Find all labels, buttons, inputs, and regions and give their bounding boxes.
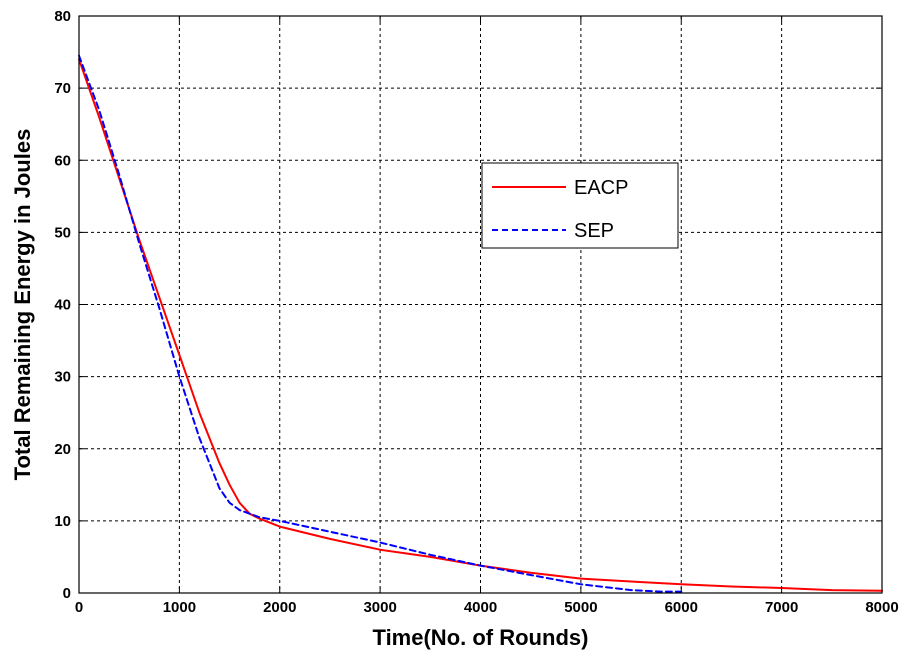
- y-tick-label: 10: [54, 513, 71, 530]
- series-layer: [78, 54, 883, 593]
- y-tick-label: 60: [54, 152, 71, 169]
- y-tick-label: 80: [54, 8, 71, 25]
- x-tick-label: 6000: [665, 599, 698, 616]
- y-tick-label: 70: [54, 80, 71, 97]
- x-axis-label: Time(No. of Rounds): [373, 625, 589, 650]
- tick-marks: [78, 15, 883, 594]
- x-tick-label: 5000: [564, 599, 597, 616]
- x-tick-label: 3000: [363, 599, 396, 616]
- x-tick-label: 2000: [263, 599, 296, 616]
- legend-label-sep: SEP: [574, 220, 614, 242]
- legend-label-eacp: EACP: [574, 177, 628, 199]
- x-tick-label: 7000: [765, 599, 798, 616]
- y-axis-label: Total Remaining Energy in Joules: [10, 129, 35, 481]
- y-tick-label: 0: [63, 585, 71, 602]
- x-tick-label: 1000: [163, 599, 196, 616]
- y-tick-label: 40: [54, 297, 71, 314]
- legend: EACP SEP: [481, 162, 679, 249]
- grid-lines: [79, 16, 882, 593]
- y-tick-label: 50: [54, 224, 71, 241]
- tick-labels: 0 1000 2000 3000 4000 5000 6000 7000 8000 0 10 20 30…: [54, 8, 898, 616]
- x-tick-label: 8000: [865, 599, 898, 616]
- y-tick-label: 30: [54, 369, 71, 386]
- series-line-sep: [78, 54, 683, 593]
- y-tick-label: 20: [54, 441, 71, 458]
- legend-box: [481, 162, 679, 249]
- series-line-eacp: [78, 58, 883, 592]
- x-tick-label: 0: [75, 599, 83, 616]
- x-tick-label: 4000: [464, 599, 497, 616]
